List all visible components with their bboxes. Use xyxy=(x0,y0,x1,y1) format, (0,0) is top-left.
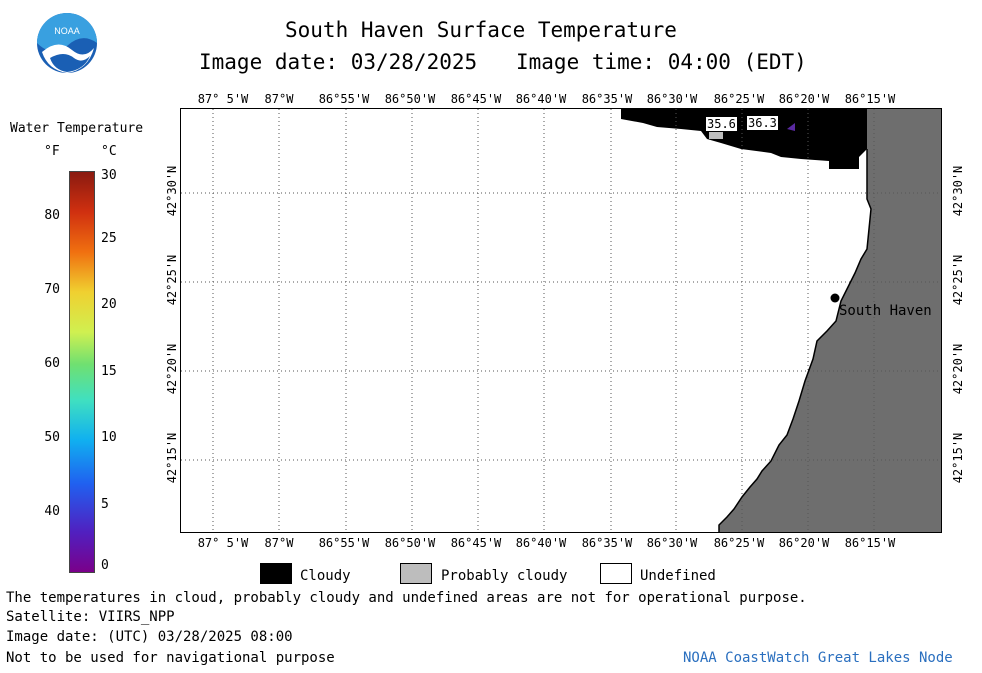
temperature-colorbar xyxy=(69,171,95,573)
image-time: Image time: 04:00 (EDT) xyxy=(516,50,807,74)
legend-probably-cloudy-label: Probably cloudy xyxy=(441,568,568,584)
lon-label-top: 86°30'W xyxy=(646,92,698,106)
lon-label-bottom: 86°20'W xyxy=(778,536,830,550)
colorbar-c-tick: 15 xyxy=(101,364,117,379)
lon-label-top: 86°40'W xyxy=(515,92,567,106)
colorbar-f-tick: 50 xyxy=(44,430,60,445)
disclaimer: The temperatures in cloud, probably clou… xyxy=(6,590,807,606)
water-temp-pixel xyxy=(787,123,795,131)
land-area xyxy=(719,109,941,532)
legend-cloudy-label: Cloudy xyxy=(300,568,351,584)
lon-label-bottom: 87°W xyxy=(264,536,294,550)
colorbar-c-tick: 0 xyxy=(101,558,109,573)
lon-label-top: 86°15'W xyxy=(844,92,896,106)
temp-label-1: 35.6 xyxy=(705,116,738,132)
lon-label-bottom: 86°40'W xyxy=(515,536,567,550)
colorbar-title: Water Temperature xyxy=(10,121,144,136)
lon-label-top: 86°55'W xyxy=(318,92,370,106)
lon-label-bottom: 86°55'W xyxy=(318,536,370,550)
colorbar-c-tick: 25 xyxy=(101,231,117,246)
lon-label-top: 87°W xyxy=(264,92,294,106)
probably-cloudy-patch xyxy=(709,131,723,139)
lat-label-left: 42°20'N xyxy=(165,343,179,395)
satellite: Satellite: VIIRS_NPP xyxy=(6,609,175,625)
lat-label-left: 42°25'N xyxy=(165,254,179,306)
lon-label-bottom: 86°15'W xyxy=(844,536,896,550)
colorbar-f-tick: 60 xyxy=(44,356,60,371)
lon-label-top: 86°50'W xyxy=(384,92,436,106)
lon-label-top: 86°45'W xyxy=(450,92,502,106)
colorbar-c-tick: 20 xyxy=(101,297,117,312)
map-canvas xyxy=(181,109,941,532)
lon-label-bottom: 87° 5'W xyxy=(197,536,249,550)
cloud-area xyxy=(621,109,867,169)
utc-date: Image date: (UTC) 03/28/2025 08:00 xyxy=(6,629,293,645)
nav-warning: Not to be used for navigational purpose xyxy=(6,650,335,666)
lon-label-bottom: 86°35'W xyxy=(581,536,633,550)
legend-cloudy-swatch xyxy=(260,563,292,584)
lon-label-bottom: 86°25'W xyxy=(713,536,765,550)
lon-label-top: 87° 5'W xyxy=(197,92,249,106)
map-frame: South Haven 35.6 36.3 xyxy=(180,108,942,533)
lat-label-right: 42°20'N xyxy=(951,343,965,395)
south-haven-marker xyxy=(830,293,840,303)
lon-label-bottom: 86°50'W xyxy=(384,536,436,550)
colorbar-f-tick: 80 xyxy=(44,208,60,223)
noaa-logo: NOAA xyxy=(36,12,98,74)
lat-label-left: 42°30'N xyxy=(165,165,179,217)
lon-label-top: 86°20'W xyxy=(778,92,830,106)
lat-label-left: 42°15'N xyxy=(165,432,179,484)
noaa-logo-text: NOAA xyxy=(54,26,80,36)
colorbar-c-tick: 5 xyxy=(101,497,109,512)
legend-undefined-label: Undefined xyxy=(640,568,716,584)
temp-label-2: 36.3 xyxy=(747,116,778,130)
lat-label-right: 42°15'N xyxy=(951,432,965,484)
lat-label-right: 42°30'N xyxy=(951,165,965,217)
lon-label-bottom: 86°30'W xyxy=(646,536,698,550)
image-date: Image date: 03/28/2025 xyxy=(199,50,478,74)
lon-label-top: 86°25'W xyxy=(713,92,765,106)
lon-label-bottom: 86°45'W xyxy=(450,536,502,550)
lon-label-top: 86°35'W xyxy=(581,92,633,106)
lat-label-right: 42°25'N xyxy=(951,254,965,306)
colorbar-f-tick: 40 xyxy=(44,504,60,519)
credit-link[interactable]: NOAA CoastWatch Great Lakes Node xyxy=(683,650,953,666)
colorbar-f-tick: 70 xyxy=(44,282,60,297)
colorbar-c-tick: 30 xyxy=(101,168,117,183)
colorbar-unit-f: °F xyxy=(44,144,60,159)
colorbar-c-tick: 10 xyxy=(101,430,117,445)
colorbar-unit-c: °C xyxy=(101,144,117,159)
legend-probably-cloudy-swatch xyxy=(400,563,432,584)
legend-undefined-swatch xyxy=(600,563,632,584)
city-label: South Haven xyxy=(839,303,932,319)
page-title: South Haven Surface Temperature xyxy=(285,18,677,42)
